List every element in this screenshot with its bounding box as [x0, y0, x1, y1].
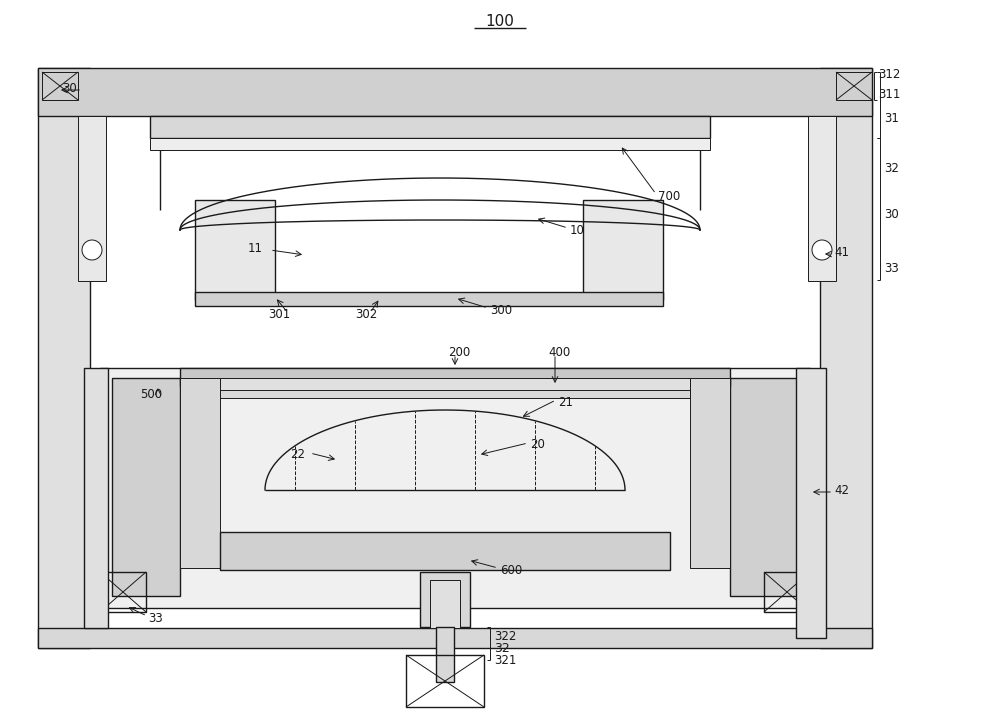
Bar: [820, 68, 872, 648]
Text: 200: 200: [448, 346, 470, 359]
Circle shape: [812, 240, 832, 260]
Text: 500: 500: [140, 388, 162, 401]
Bar: [808, 116, 836, 281]
Bar: [195, 200, 275, 300]
Bar: [150, 116, 710, 138]
Text: 312: 312: [878, 69, 900, 82]
Bar: [38, 628, 872, 648]
Text: 32: 32: [884, 161, 899, 174]
Bar: [42, 72, 78, 100]
Bar: [690, 378, 730, 568]
Text: 700: 700: [658, 189, 680, 202]
Bar: [100, 368, 810, 608]
Text: 400: 400: [548, 346, 570, 359]
Bar: [764, 572, 810, 612]
Text: 301: 301: [268, 309, 290, 322]
Text: 311: 311: [878, 88, 900, 101]
Bar: [420, 572, 470, 627]
Bar: [836, 72, 872, 100]
Text: 32: 32: [494, 641, 510, 654]
Text: 100: 100: [486, 14, 514, 30]
Text: 31: 31: [884, 111, 899, 124]
Bar: [220, 378, 690, 390]
Text: 20: 20: [530, 439, 545, 451]
Text: 321: 321: [494, 654, 516, 667]
Bar: [730, 378, 798, 596]
Text: 30: 30: [884, 208, 899, 221]
Text: 10: 10: [570, 223, 585, 236]
Text: 300: 300: [490, 304, 512, 317]
Bar: [180, 378, 220, 568]
Bar: [220, 532, 670, 570]
Text: 33: 33: [148, 612, 163, 625]
Bar: [430, 580, 460, 628]
Text: 41: 41: [834, 246, 849, 259]
Bar: [84, 368, 108, 628]
Bar: [78, 116, 106, 281]
Text: 30: 30: [62, 82, 77, 95]
Bar: [220, 386, 690, 398]
Bar: [100, 572, 146, 612]
Bar: [38, 68, 872, 116]
Circle shape: [82, 240, 102, 260]
Bar: [180, 368, 730, 386]
Bar: [583, 200, 663, 300]
Text: 33: 33: [884, 262, 899, 275]
Text: 21: 21: [558, 395, 573, 408]
Bar: [195, 292, 663, 306]
Bar: [436, 627, 454, 682]
Bar: [406, 655, 484, 707]
Text: 322: 322: [494, 630, 516, 643]
Bar: [112, 378, 180, 596]
Bar: [38, 68, 90, 648]
Text: 11: 11: [248, 241, 263, 254]
Bar: [796, 368, 826, 638]
Bar: [150, 138, 710, 150]
Text: 22: 22: [290, 448, 305, 461]
Text: 302: 302: [355, 309, 377, 322]
Text: 42: 42: [834, 484, 849, 497]
Text: 600: 600: [500, 563, 522, 576]
